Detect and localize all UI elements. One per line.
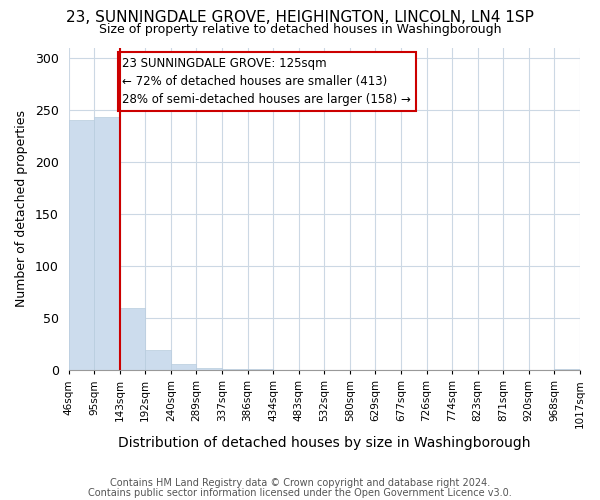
Bar: [94, 117, 119, 370]
Y-axis label: Number of detached properties: Number of detached properties: [15, 110, 28, 308]
X-axis label: Distribution of detached houses by size in Washingborough: Distribution of detached houses by size …: [118, 436, 530, 450]
Bar: [196, 368, 222, 370]
Text: Size of property relative to detached houses in Washingborough: Size of property relative to detached ho…: [99, 22, 501, 36]
Text: 23 SUNNINGDALE GROVE: 125sqm
← 72% of detached houses are smaller (413)
28% of s: 23 SUNNINGDALE GROVE: 125sqm ← 72% of de…: [122, 57, 411, 106]
Text: 23, SUNNINGDALE GROVE, HEIGHINGTON, LINCOLN, LN4 1SP: 23, SUNNINGDALE GROVE, HEIGHINGTON, LINC…: [66, 10, 534, 25]
Bar: [171, 364, 196, 370]
Text: Contains HM Land Registry data © Crown copyright and database right 2024.: Contains HM Land Registry data © Crown c…: [110, 478, 490, 488]
Text: Contains public sector information licensed under the Open Government Licence v3: Contains public sector information licen…: [88, 488, 512, 498]
Bar: [248, 369, 273, 370]
Bar: [119, 308, 145, 370]
Bar: [222, 369, 248, 370]
Bar: [554, 369, 580, 370]
Bar: [68, 120, 94, 370]
Bar: [145, 350, 171, 370]
